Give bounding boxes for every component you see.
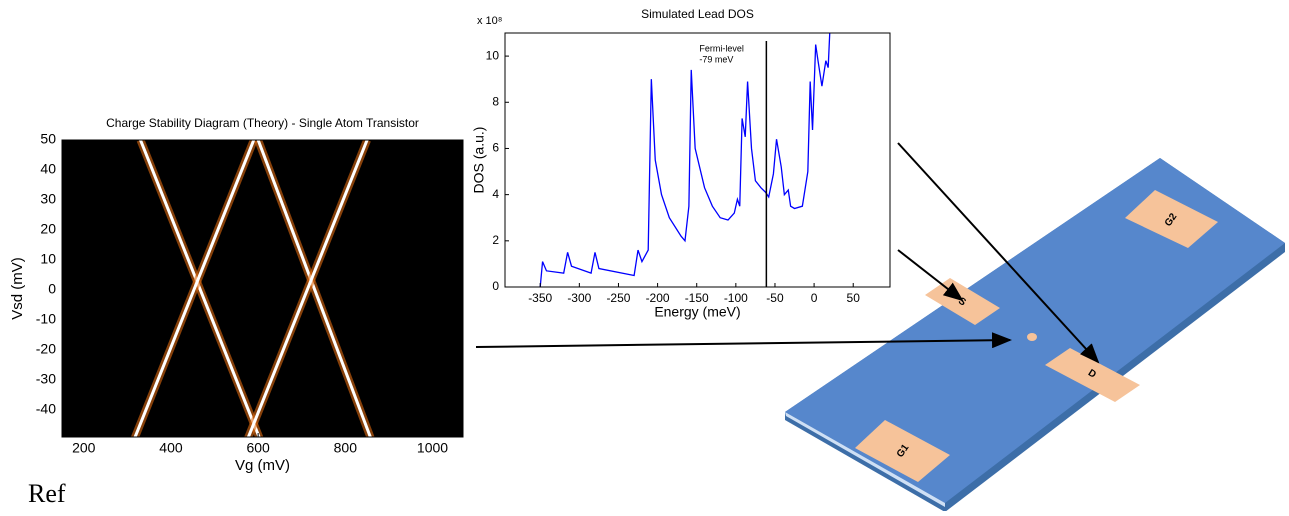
data-line xyxy=(133,140,256,437)
gate1-pad xyxy=(855,420,950,482)
y-tick-label: 8 xyxy=(492,94,499,108)
y-tick-label: 6 xyxy=(492,141,499,155)
plot xyxy=(539,33,831,287)
x-tick-label: 1000 xyxy=(417,440,448,456)
gate2-pad xyxy=(1125,190,1218,248)
plot-area xyxy=(62,140,463,437)
data-line xyxy=(539,33,831,287)
annotation: Fermi-level xyxy=(699,43,744,53)
chart-title: Simulated Lead DOS xyxy=(641,7,754,21)
plot xyxy=(130,140,375,437)
x-tick-label: -250 xyxy=(606,291,630,305)
x-tick-label: -200 xyxy=(646,291,670,305)
y-axis-label: Vsd (mV) xyxy=(9,257,26,320)
y-tick-label: -30 xyxy=(36,371,56,387)
plot-frame xyxy=(61,139,464,438)
y-multiplier: x 10⁸ xyxy=(477,15,502,27)
footer: Ref xyxy=(28,479,66,508)
data-line xyxy=(246,140,369,437)
x-tick-label: 400 xyxy=(159,440,183,456)
y-tick-label: 30 xyxy=(40,191,56,207)
y-tick-label: 50 xyxy=(40,131,56,147)
plot-frame xyxy=(504,32,891,288)
y-tick-label: 4 xyxy=(492,187,499,201)
y-tick-label: 2 xyxy=(492,233,499,247)
x-tick-label: 800 xyxy=(334,440,358,456)
y-tick-label: 20 xyxy=(40,221,56,237)
arrow xyxy=(897,249,964,302)
y-tick-label: 10 xyxy=(40,251,56,267)
arrow xyxy=(475,332,1012,349)
slab-highlight xyxy=(785,412,945,507)
source-label: S xyxy=(956,296,968,309)
y-tick-label: 10 xyxy=(486,48,500,62)
x-tick-label: -150 xyxy=(685,291,709,305)
x-tick-label: 600 xyxy=(246,440,270,456)
atom xyxy=(1027,333,1037,341)
data-line xyxy=(139,140,261,437)
drain-pad xyxy=(1045,348,1140,402)
annotation: -79 meV xyxy=(699,54,733,64)
y-tick-label: 40 xyxy=(40,161,56,177)
y-tick-label: -40 xyxy=(36,401,56,417)
data-line xyxy=(256,140,372,437)
x-tick-label: 0 xyxy=(811,291,818,305)
x-tick-label: 200 xyxy=(72,440,96,456)
x-axis-label: Vg (mV) xyxy=(235,457,290,474)
x-tick-label: -300 xyxy=(567,291,591,305)
y-axis-label: DOS (a.u.) xyxy=(471,127,487,194)
x-tick-label: 50 xyxy=(847,291,861,305)
y-tick-label: -20 xyxy=(36,341,56,357)
arrow xyxy=(897,142,1100,364)
y-tick-label: -10 xyxy=(36,311,56,327)
x-axis-label: Energy (meV) xyxy=(654,304,740,320)
slab-top xyxy=(785,158,1285,503)
x-tick-label: -50 xyxy=(766,291,784,305)
y-tick-label: 0 xyxy=(48,281,56,297)
x-tick-label: -100 xyxy=(724,291,748,305)
x-tick-label: -350 xyxy=(528,291,552,305)
chart-title: Charge Stability Diagram (Theory) - Sing… xyxy=(106,116,419,130)
device: S D G1 G2 xyxy=(785,158,1285,512)
y-tick-label: 0 xyxy=(492,279,499,293)
